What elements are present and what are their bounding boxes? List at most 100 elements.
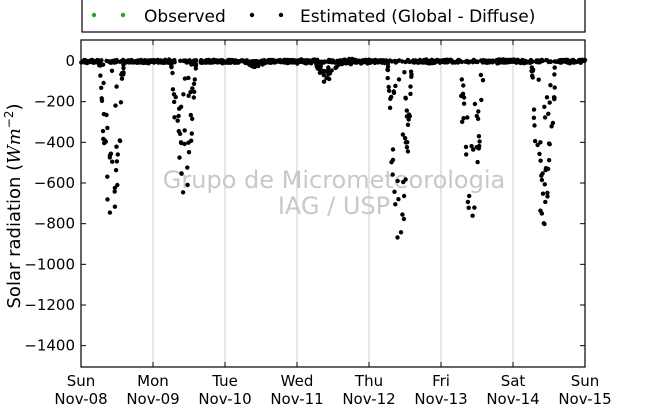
estimated-point — [456, 58, 461, 64]
estimated-point — [392, 189, 397, 194]
estimated-point — [151, 60, 157, 65]
x-tick-label-date: Nov-10 — [198, 390, 251, 408]
estimated-point — [530, 67, 536, 72]
estimated-point — [105, 125, 110, 131]
estimated-point — [135, 59, 140, 64]
estimated-point — [148, 59, 153, 65]
estimated-point — [283, 57, 288, 63]
estimated-point — [102, 137, 107, 143]
estimated-point — [402, 136, 408, 141]
x-tick-label-day: Sun — [571, 372, 600, 390]
estimated-point — [108, 151, 114, 156]
estimated-point — [532, 138, 538, 144]
estimated-point — [388, 96, 393, 102]
x-axis: SunNov-08MonNov-09TueNov-10WedNov-11ThuN… — [54, 40, 612, 408]
x-tick-label-date: Nov-11 — [270, 390, 323, 408]
estimated-point — [189, 131, 194, 136]
estimated-point — [539, 177, 545, 183]
estimated-point — [95, 57, 100, 63]
estimated-point — [110, 159, 115, 164]
estimated-point — [463, 144, 469, 150]
estimated-point — [395, 178, 400, 184]
estimated-point — [558, 60, 563, 65]
estimated-point — [389, 59, 395, 64]
estimated-point — [384, 58, 389, 63]
estimated-point — [189, 138, 194, 143]
estimated-point — [191, 95, 196, 100]
estimated-point — [546, 59, 551, 65]
estimated-point — [185, 182, 190, 188]
estimated-point — [169, 62, 174, 67]
estimated-point — [309, 58, 314, 63]
estimated-point — [141, 59, 146, 64]
estimated-point — [459, 77, 464, 82]
estimated-point — [112, 204, 118, 209]
estimated-point — [304, 58, 309, 63]
estimated-point — [460, 119, 465, 125]
estimated-point — [391, 90, 397, 96]
estimated-point — [472, 101, 478, 107]
estimated-point — [256, 59, 261, 64]
x-tick-label-date: Nov-15 — [558, 390, 611, 408]
estimated-point — [390, 147, 396, 152]
estimated-point — [538, 208, 543, 213]
estimated-point — [190, 86, 195, 91]
x-tick-label-date: Nov-08 — [54, 390, 107, 408]
estimated-point — [461, 101, 467, 106]
estimated-point — [474, 113, 479, 119]
y-axis-label: Solar radiation (Wm−2) — [2, 103, 25, 308]
estimated-point — [261, 58, 267, 63]
estimated-point — [99, 85, 104, 91]
estimated-point — [172, 60, 177, 65]
estimated-point — [519, 59, 524, 64]
estimated-point — [408, 69, 414, 74]
estimated-point — [407, 113, 412, 119]
estimated-point — [476, 109, 481, 114]
y-axis-label-exponent: −2 — [2, 111, 16, 129]
y-axis-label-main: Solar radiation ( — [4, 164, 25, 309]
estimated-point — [389, 160, 394, 165]
estimated-point — [236, 59, 241, 64]
estimated-point — [507, 57, 513, 63]
estimated-point — [404, 108, 409, 113]
y-tick-label: −600 — [34, 174, 75, 192]
estimated-point — [400, 132, 406, 137]
estimated-point — [536, 77, 541, 82]
estimated-point — [542, 115, 548, 120]
estimated-point — [179, 140, 184, 146]
estimated-point — [511, 59, 517, 64]
estimated-point — [121, 72, 126, 77]
estimated-point — [470, 213, 475, 218]
estimated-point — [115, 182, 120, 188]
estimated-point — [464, 58, 470, 64]
estimated-point — [206, 57, 211, 63]
estimated-point — [552, 85, 557, 90]
estimated-point — [502, 57, 507, 63]
estimated-point — [315, 57, 320, 63]
legend-box — [81, 0, 586, 33]
estimated-point — [542, 182, 547, 187]
estimated-point — [408, 84, 413, 89]
estimated-point — [114, 144, 119, 149]
estimated-point — [170, 87, 176, 92]
estimated-point — [156, 60, 161, 65]
estimated-point — [104, 112, 109, 118]
x-tick-label-day: Sat — [501, 372, 526, 390]
x-tick-label-date: Nov-09 — [126, 390, 179, 408]
watermark-line1: Grupo de Micrometeorologia — [163, 166, 505, 194]
estimated-point — [535, 142, 540, 148]
estimated-point — [552, 95, 557, 100]
y-tick-label: −1000 — [24, 255, 75, 273]
estimated-point — [413, 60, 418, 65]
estimated-point — [466, 205, 471, 210]
estimated-point — [363, 59, 368, 64]
estimated-point — [185, 165, 190, 170]
legend-observed-label: Observed — [144, 7, 226, 27]
estimated-point — [177, 155, 182, 160]
estimated-point — [290, 58, 295, 63]
estimated-point — [240, 58, 245, 63]
estimated-point — [552, 59, 557, 64]
estimated-point — [476, 134, 482, 139]
estimated-point — [544, 95, 550, 100]
